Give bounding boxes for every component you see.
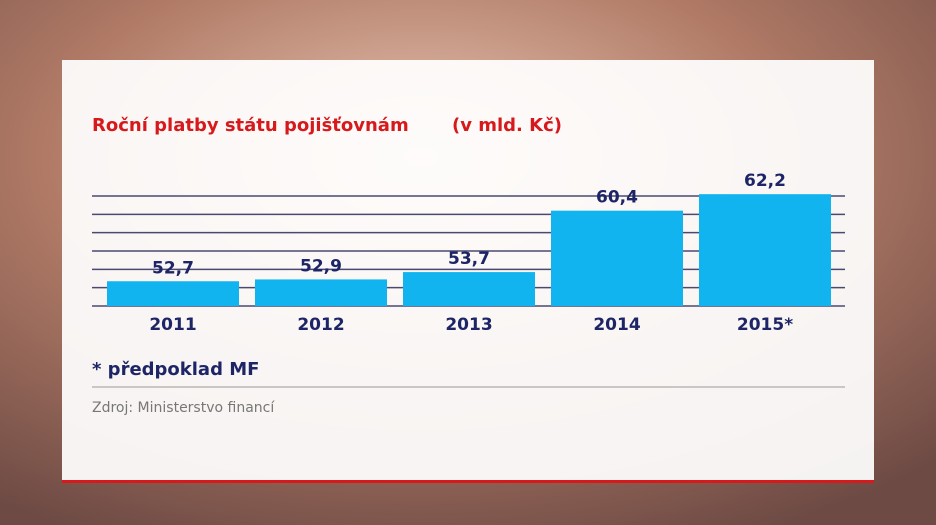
x-tick-label: 2011: [149, 315, 196, 335]
value-label: 53,7: [448, 249, 490, 269]
footnote: * předpoklad MF: [92, 359, 259, 380]
chart-title: Roční platby státu pojišťovnám: [92, 115, 409, 136]
bar: [107, 281, 239, 306]
panel-border: [62, 480, 874, 483]
source: Zdroj: Ministerstvo financí: [92, 400, 275, 416]
value-label: 60,4: [596, 188, 638, 208]
bar: [699, 194, 831, 306]
x-tick-label: 2015*: [737, 315, 793, 335]
bar: [255, 279, 387, 306]
bar: [403, 272, 535, 306]
bar: [551, 210, 683, 306]
x-tick-label: 2012: [297, 315, 344, 335]
value-label: 62,2: [744, 171, 786, 191]
x-tick-label: 2014: [593, 315, 640, 335]
x-tick-label: 2013: [445, 315, 492, 335]
unit-label: (v mld. Kč): [452, 115, 562, 136]
value-label: 52,9: [300, 256, 342, 276]
value-label: 52,7: [152, 258, 194, 278]
